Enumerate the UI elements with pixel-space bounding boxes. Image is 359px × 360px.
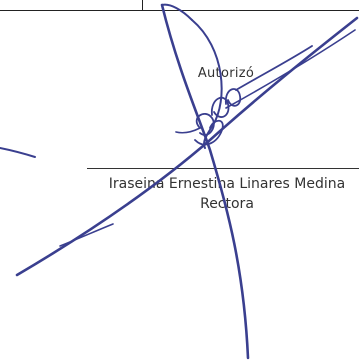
signature-stroke-left-dash xyxy=(0,147,36,158)
signer-title: Rectora xyxy=(200,196,254,212)
top-divider-tick xyxy=(142,0,143,11)
signature-stroke-loop-base xyxy=(194,119,224,146)
signature-stroke-loop-2 xyxy=(211,96,230,118)
signature-stroke-arc xyxy=(191,19,223,149)
signature-stroke-lower-flick xyxy=(59,223,114,247)
signature-stroke-loop-1 xyxy=(195,113,215,136)
signer-name: Iraseina Ernestina Linares Medina xyxy=(108,176,346,192)
top-divider-line xyxy=(0,10,359,11)
role-label: Autorizó xyxy=(197,66,255,81)
signature-stroke-main-diagonal xyxy=(15,16,359,277)
signature-stroke-loop-3 xyxy=(225,88,242,107)
signature-stroke-top-hook xyxy=(161,3,193,21)
signature-line xyxy=(87,168,359,169)
signature-stroke-tail xyxy=(175,127,201,134)
